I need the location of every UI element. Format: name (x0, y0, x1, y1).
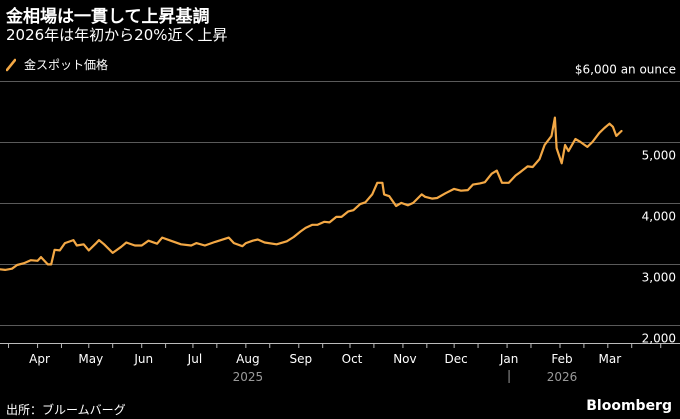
x-year-label-2026: 2026 (547, 370, 578, 384)
chart-title: 金相場は一貫して上昇基調 (6, 7, 210, 27)
y-tick-label-5000: 5,000 (642, 149, 676, 163)
y-unit-label: $6,000 an ounce (575, 63, 676, 77)
grid-layer (0, 81, 680, 326)
x-tick-label-Sep: Sep (289, 352, 312, 366)
legend: 金スポット価格 (6, 56, 108, 73)
x-year-label-2025: 2025 (233, 370, 264, 384)
x-tick-label-Oct: Oct (342, 352, 363, 366)
y-axis-labels: 5,000 4,000 3,000 2,000 $6,000 an ounce (575, 63, 676, 346)
x-tick-label-Dec: Dec (445, 352, 468, 366)
x-tick-label-May: May (78, 352, 103, 366)
x-axis: Apr May Jun Jul Aug Sep Oct Nov Dec Jan Feb Mar 2025… (0, 343, 680, 384)
x-tick-label-Mar: Mar (598, 352, 621, 366)
series-line-0 (0, 116, 623, 271)
y-tick-label-4000: 4,000 (642, 210, 676, 224)
x-tick-label-Apr: Apr (29, 352, 50, 366)
legend-label: 金スポット価格 (24, 58, 109, 72)
y-tick-label-3000: 3,000 (642, 271, 676, 285)
x-tick-label-Feb: Feb (551, 352, 572, 366)
x-tick-label-Jun: Jun (133, 352, 153, 366)
series-layer (0, 116, 623, 271)
x-tick-label-Aug: Aug (236, 352, 259, 366)
x-tick-label-Jul: Jul (187, 352, 202, 366)
chart-subtitle: 2026年は年初から20%近く上昇 (6, 26, 228, 44)
x-tick-label-Nov: Nov (393, 352, 416, 366)
source-note: 出所：ブルームバーグ (6, 403, 126, 417)
x-tick-label-Jan: Jan (499, 352, 519, 366)
legend-swatch-icon (6, 58, 16, 72)
y-tick-label-2000: 2,000 (642, 332, 676, 346)
bloomberg-logo: Bloomberg (586, 398, 672, 414)
